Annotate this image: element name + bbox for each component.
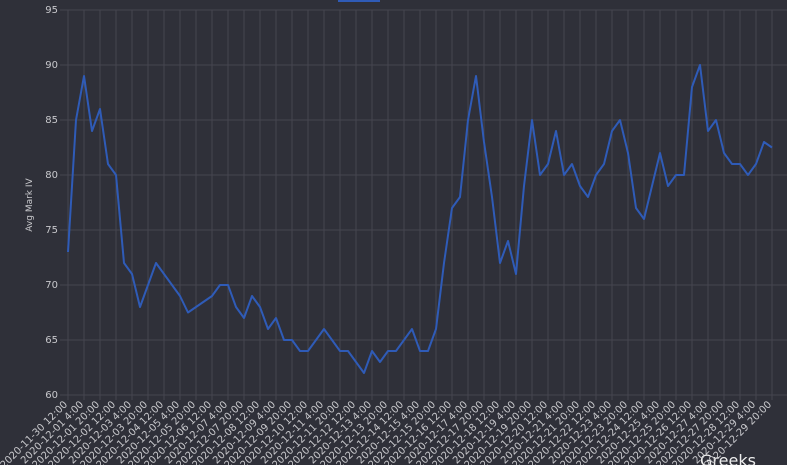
y-tick-label: 65: [45, 335, 58, 346]
series-line: [67, 64, 773, 374]
y-tick-label: 95: [45, 5, 58, 16]
y-tick-label: 90: [45, 60, 58, 71]
legend-swatch[interactable]: [338, 0, 380, 2]
watermark: Greeks: [700, 451, 756, 465]
y-tick-label: 80: [45, 170, 58, 181]
y-tick-label: 75: [45, 225, 58, 236]
y-tick-label: 70: [45, 280, 58, 291]
y-tick-label: 60: [45, 390, 58, 401]
y-tick-label: 85: [45, 115, 58, 126]
y-axis-label: Avg Mark IV: [25, 177, 35, 231]
